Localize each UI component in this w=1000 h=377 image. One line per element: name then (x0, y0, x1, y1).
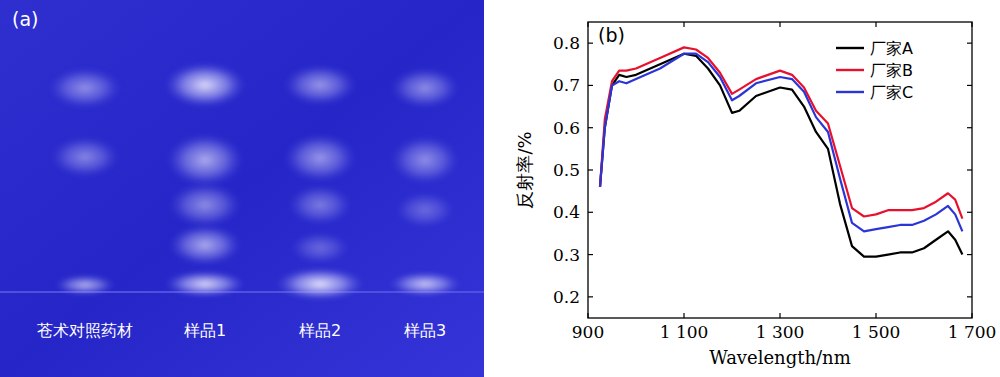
y-tick-label: 0.8 (553, 33, 580, 53)
x-tick (875, 22, 876, 27)
legend-label: 厂家C (870, 83, 913, 102)
y-tick (967, 169, 972, 170)
x-tick-label: 1 500 (852, 322, 901, 342)
legend: 厂家A 厂家B 厂家C (836, 39, 913, 102)
spot (288, 185, 352, 225)
spot (395, 192, 455, 228)
y-tick (967, 296, 972, 297)
y-tick-label: 0.5 (553, 160, 580, 180)
spot (49, 68, 121, 108)
plot-frame (588, 22, 972, 318)
y-tick-label: 0.7 (553, 75, 580, 95)
y-tick-label: 0.6 (553, 118, 580, 138)
series-line (600, 54, 962, 257)
legend-swatch (836, 69, 864, 71)
y-tick (967, 127, 972, 128)
spot (391, 68, 459, 108)
y-tick-label: 0.3 (553, 245, 580, 265)
spot (284, 134, 356, 182)
x-tick (779, 22, 780, 27)
lane-label: 样品2 (299, 321, 341, 340)
series-line (600, 54, 962, 232)
y-tick (588, 254, 593, 255)
series-line (600, 47, 962, 218)
y-tick (588, 43, 593, 44)
spot (165, 271, 245, 297)
y-tick (588, 127, 593, 128)
x-tick (683, 313, 684, 318)
spot (290, 232, 350, 264)
spot (276, 268, 364, 300)
y-axis-label: 反射率/% (514, 131, 535, 208)
y-tick-label: 0.4 (553, 202, 580, 222)
x-tick (683, 22, 684, 27)
y-tick (967, 85, 972, 86)
canvas: 苍术对照药材 样品1 样品2 样品3 (a) 900 1 100 1 300 1 500 1 70… (0, 0, 1000, 377)
panel-label: (a) (12, 8, 38, 30)
spot (284, 65, 356, 105)
y-tick (588, 212, 593, 213)
lane-label: 样品1 (184, 321, 226, 340)
plot-lines (600, 47, 962, 256)
legend-swatch (836, 91, 864, 93)
x-tick (971, 313, 972, 318)
x-tick-label: 900 (572, 322, 604, 342)
legend-swatch (836, 47, 864, 49)
x-tick-label: 1 300 (756, 322, 805, 342)
legend-label: 厂家A (870, 39, 913, 58)
lane-label: 苍术对照药材 (37, 321, 133, 340)
x-tick (779, 313, 780, 318)
panel-a: 苍术对照药材 样品1 样品2 样品3 (a) (0, 0, 484, 377)
x-tick-label: 1 100 (660, 322, 709, 342)
spot (165, 63, 245, 107)
spot (169, 183, 241, 227)
spot (51, 137, 119, 177)
spot (55, 275, 115, 295)
x-tick-label: 1 700 (948, 322, 997, 342)
panel-b: 900 1 100 1 300 1 500 1 700 0.2 0.3 0.4 0.5 0.6 0.… (514, 22, 996, 368)
y-tick (967, 212, 972, 213)
figure: 苍术对照药材 样品1 样品2 样品3 (a) 900 1 100 1 300 1 500 1 70… (0, 0, 1000, 377)
spot (169, 225, 241, 265)
spot (389, 272, 461, 296)
lane-label: 样品3 (404, 321, 446, 340)
y-tick (967, 254, 972, 255)
y-tick (588, 169, 593, 170)
spot (391, 136, 459, 184)
y-tick (967, 43, 972, 44)
panel-label: (b) (598, 24, 625, 46)
y-tick (588, 296, 593, 297)
x-tick (875, 313, 876, 318)
legend-label: 厂家B (870, 61, 913, 80)
x-axis-label: Wavelength/nm (709, 347, 851, 368)
spot (167, 134, 243, 186)
y-tick-label: 0.2 (553, 287, 580, 307)
x-tick (587, 313, 588, 318)
x-tick (587, 22, 588, 27)
x-tick (971, 22, 972, 27)
plate (0, 0, 484, 377)
y-tick (588, 85, 593, 86)
